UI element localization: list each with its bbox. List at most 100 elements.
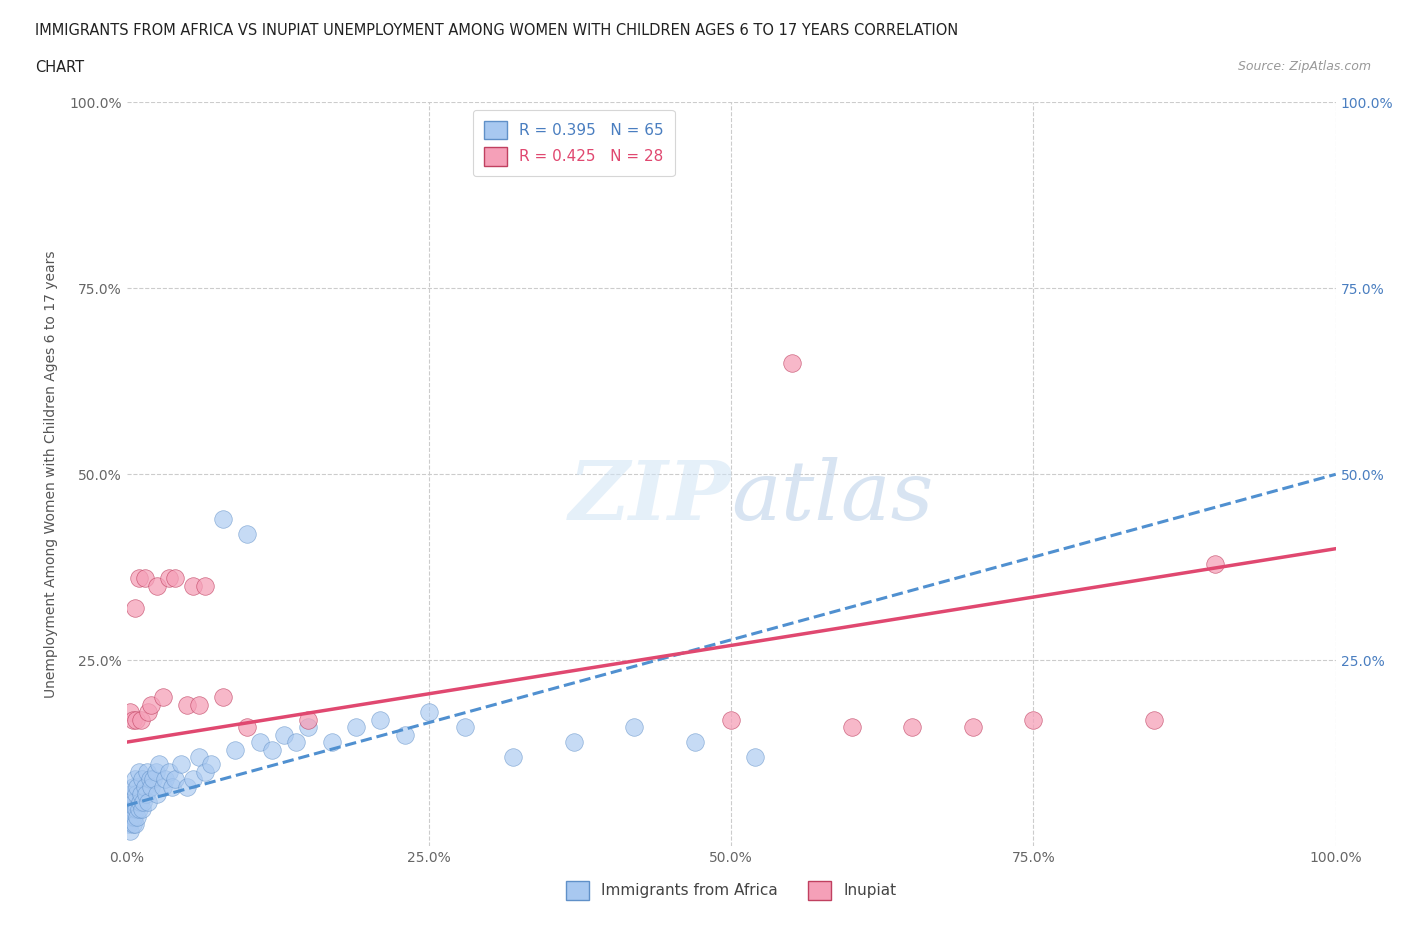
Point <box>181 578 204 593</box>
Point <box>132 794 155 809</box>
Point <box>901 720 924 735</box>
Point <box>176 698 198 712</box>
Point <box>321 735 343 750</box>
Point <box>120 787 142 802</box>
Point <box>146 578 169 593</box>
Point <box>139 779 162 794</box>
Point <box>120 794 142 809</box>
Point <box>236 526 259 541</box>
Point <box>163 571 186 586</box>
Point <box>152 690 174 705</box>
Point <box>131 772 153 787</box>
Text: atlas: atlas <box>731 457 934 537</box>
Text: ZIP: ZIP <box>568 457 731 537</box>
Point <box>117 809 139 824</box>
Point <box>120 705 142 720</box>
Point <box>683 735 706 750</box>
Point <box>127 809 149 824</box>
Point <box>128 571 150 586</box>
Point <box>134 571 156 586</box>
Point <box>284 735 307 750</box>
Point <box>129 787 152 802</box>
Point <box>127 779 149 794</box>
Point <box>176 779 198 794</box>
Point <box>273 727 295 742</box>
Point <box>188 750 211 764</box>
Point <box>135 787 157 802</box>
Point <box>623 720 645 735</box>
Point <box>118 802 141 817</box>
Point <box>122 809 145 824</box>
Point <box>125 712 148 727</box>
Point <box>1143 712 1166 727</box>
Point <box>124 772 146 787</box>
Point <box>139 698 162 712</box>
Point <box>194 764 217 779</box>
Point <box>394 727 416 742</box>
Point <box>249 735 271 750</box>
Point <box>297 720 319 735</box>
Point <box>120 809 142 824</box>
Legend: Immigrants from Africa, Inupiat: Immigrants from Africa, Inupiat <box>560 875 903 906</box>
Point <box>260 742 283 757</box>
Point <box>1204 556 1226 571</box>
Point <box>118 817 141 831</box>
Point <box>224 742 246 757</box>
Text: Source: ZipAtlas.com: Source: ZipAtlas.com <box>1237 60 1371 73</box>
Point <box>145 764 167 779</box>
Point <box>134 779 156 794</box>
Point <box>297 712 319 727</box>
Point <box>121 779 143 794</box>
Point <box>155 772 177 787</box>
Point <box>121 802 143 817</box>
Point <box>136 705 159 720</box>
Point <box>142 772 165 787</box>
Point <box>157 571 180 586</box>
Point <box>344 720 367 735</box>
Text: IMMIGRANTS FROM AFRICA VS INUPIAT UNEMPLOYMENT AMONG WOMEN WITH CHILDREN AGES 6 : IMMIGRANTS FROM AFRICA VS INUPIAT UNEMPL… <box>35 23 959 38</box>
Point <box>780 355 803 370</box>
Point <box>124 817 146 831</box>
Point <box>962 720 984 735</box>
Point <box>148 757 170 772</box>
Point <box>454 720 477 735</box>
Point <box>125 802 148 817</box>
Point <box>236 720 259 735</box>
Point <box>121 817 143 831</box>
Point <box>136 794 159 809</box>
Point <box>200 757 222 772</box>
Point <box>146 787 169 802</box>
Point <box>188 698 211 712</box>
Point <box>125 787 148 802</box>
Point <box>157 764 180 779</box>
Point <box>181 772 204 787</box>
Point <box>129 712 152 727</box>
Y-axis label: Unemployment Among Women with Children Ages 6 to 17 years: Unemployment Among Women with Children A… <box>44 250 58 698</box>
Point <box>131 802 153 817</box>
Text: CHART: CHART <box>35 60 84 75</box>
Point <box>152 779 174 794</box>
Point <box>370 712 392 727</box>
Point <box>136 764 159 779</box>
Point <box>194 578 217 593</box>
Point <box>128 802 150 817</box>
Point <box>212 690 235 705</box>
Point <box>744 750 766 764</box>
Point <box>418 705 440 720</box>
Point <box>121 712 143 727</box>
Point <box>212 512 235 526</box>
Point <box>1022 712 1045 727</box>
Point <box>124 601 146 616</box>
Point <box>562 735 585 750</box>
Point <box>128 764 150 779</box>
Point <box>841 720 863 735</box>
Point <box>120 824 142 839</box>
Point <box>163 772 186 787</box>
Point <box>128 794 150 809</box>
Point <box>502 750 524 764</box>
Point <box>720 712 742 727</box>
Point <box>138 772 160 787</box>
Point <box>122 794 145 809</box>
Point <box>162 779 184 794</box>
Point <box>170 757 193 772</box>
